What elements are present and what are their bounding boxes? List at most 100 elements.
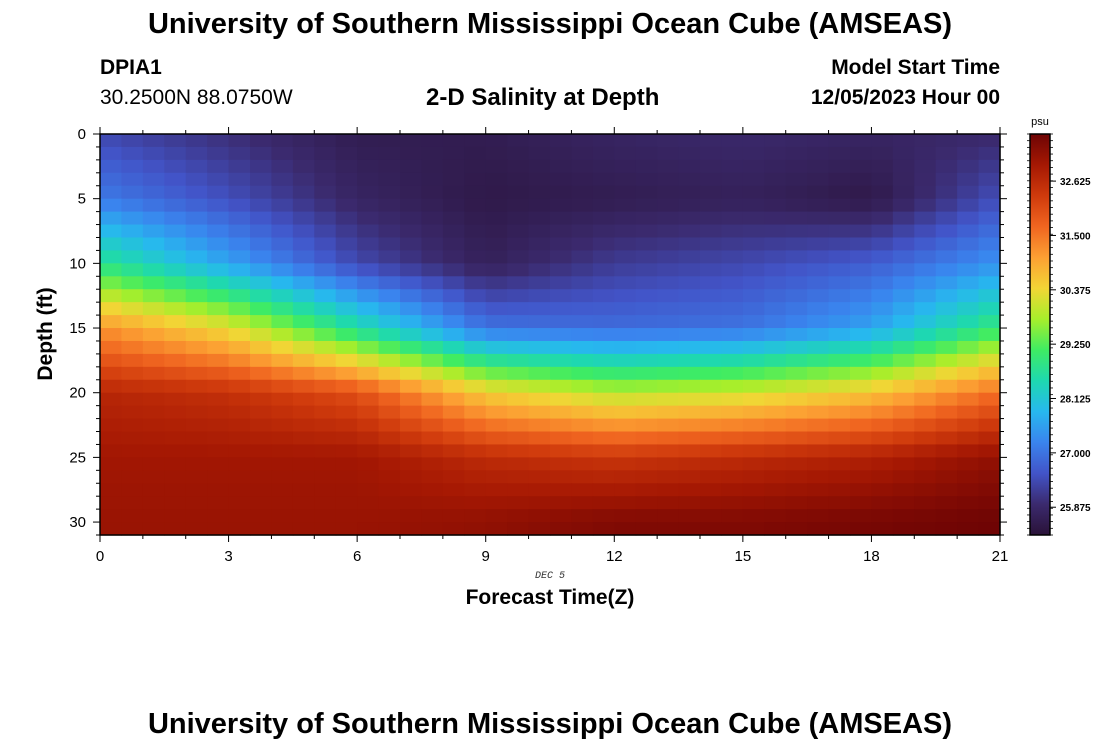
heatmap-cell — [164, 276, 187, 290]
heatmap-cell — [978, 392, 1001, 407]
heatmap-cell — [292, 276, 315, 290]
heatmap-cell — [657, 185, 680, 200]
heatmap-cell — [185, 366, 208, 381]
heatmap-cell — [957, 405, 980, 420]
heatmap-cell — [742, 237, 765, 252]
heatmap-cell — [892, 457, 915, 471]
heatmap-cell — [292, 185, 315, 200]
heatmap-cell — [764, 483, 787, 497]
heatmap-cell — [100, 198, 123, 213]
heatmap-cell — [100, 509, 123, 523]
heatmap-cell — [614, 405, 637, 420]
heatmap-cell — [957, 185, 980, 200]
heatmap-cell — [721, 405, 744, 420]
heatmap-cell — [678, 198, 701, 213]
heatmap-cell — [250, 353, 273, 368]
heatmap-cell — [378, 470, 401, 484]
heatmap-cell — [485, 444, 508, 458]
heatmap-cell — [828, 483, 851, 497]
heatmap-cell — [335, 379, 358, 394]
heatmap-cell — [485, 509, 508, 523]
heatmap-cell — [142, 405, 165, 420]
heatmap-cell — [121, 418, 144, 433]
heatmap-cell — [142, 159, 165, 174]
heatmap-cell — [528, 470, 551, 484]
heatmap-cell — [785, 134, 808, 148]
heatmap-cell — [485, 483, 508, 497]
heatmap-cell — [335, 211, 358, 226]
heatmap-cell — [635, 522, 658, 536]
heatmap-cell — [785, 185, 808, 200]
colorbar-tick-label: 25.875 — [1060, 503, 1091, 514]
heatmap-cell — [292, 159, 315, 174]
heatmap-cell — [742, 302, 765, 316]
heatmap-cell — [764, 379, 787, 394]
heatmap-cell — [807, 328, 830, 342]
heatmap-cell — [164, 250, 187, 264]
heatmap-cell — [914, 522, 937, 536]
heatmap-cell — [764, 134, 787, 148]
heatmap-cell — [378, 159, 401, 174]
heatmap-cell — [528, 418, 551, 433]
heatmap-cell — [142, 185, 165, 200]
heatmap-cell — [592, 315, 615, 329]
heatmap-cell — [228, 211, 251, 226]
heatmap-cell — [614, 470, 637, 484]
heatmap-cell — [314, 185, 337, 200]
heatmap-cell — [357, 405, 380, 420]
heatmap-cell — [250, 289, 273, 303]
heatmap-cell — [614, 211, 637, 226]
heatmap-cell — [614, 263, 637, 277]
heatmap-cell — [721, 379, 744, 394]
heatmap-cell — [892, 379, 915, 394]
heatmap-cell — [635, 237, 658, 252]
heatmap-cell — [785, 418, 808, 433]
heatmap-cell — [635, 340, 658, 355]
heatmap-cell — [635, 431, 658, 446]
heatmap-cell — [935, 328, 958, 342]
heatmap-cell — [871, 496, 894, 510]
heatmap-cell — [250, 302, 273, 316]
heatmap-cell — [978, 263, 1001, 277]
heatmap-cell — [121, 250, 144, 264]
heatmap-cell — [507, 134, 530, 148]
heatmap-cell — [892, 224, 915, 239]
heatmap-cell — [550, 134, 573, 148]
heatmap-cell — [357, 522, 380, 536]
heatmap-cell — [464, 224, 487, 239]
chart-title-top: University of Southern Mississippi Ocean… — [147, 8, 953, 40]
heatmap-cell — [207, 353, 230, 368]
heatmap-cell — [678, 457, 701, 471]
heatmap-cell — [764, 418, 787, 433]
heatmap-cell — [507, 418, 530, 433]
heatmap-cell — [121, 522, 144, 536]
heatmap-cell — [914, 392, 937, 407]
heatmap-cell — [571, 496, 594, 510]
heatmap-cell — [292, 392, 315, 407]
heatmap-cell — [550, 340, 573, 355]
heatmap-cell — [271, 211, 294, 226]
heatmap-cell — [357, 237, 380, 252]
heatmap-cell — [657, 483, 680, 497]
heatmap-cell — [892, 496, 915, 510]
heatmap-cell — [635, 509, 658, 523]
heatmap-cell — [185, 185, 208, 200]
heatmap-cell — [550, 289, 573, 303]
heatmap-cell — [335, 483, 358, 497]
heatmap-cell — [592, 328, 615, 342]
heatmap-cell — [271, 146, 294, 161]
heatmap-cell — [550, 328, 573, 342]
heatmap-cell — [357, 250, 380, 264]
heatmap-cell — [528, 302, 551, 316]
heatmap-cell — [764, 444, 787, 458]
heatmap-cell — [100, 431, 123, 446]
heatmap-cell — [121, 496, 144, 510]
heatmap-cell — [378, 289, 401, 303]
heatmap-cell — [207, 366, 230, 381]
heatmap-cell — [314, 172, 337, 187]
heatmap-cell — [528, 250, 551, 264]
heatmap-cell — [378, 198, 401, 213]
heatmap-cell — [807, 263, 830, 277]
heatmap-cell — [250, 146, 273, 161]
heatmap-cell — [914, 198, 937, 213]
